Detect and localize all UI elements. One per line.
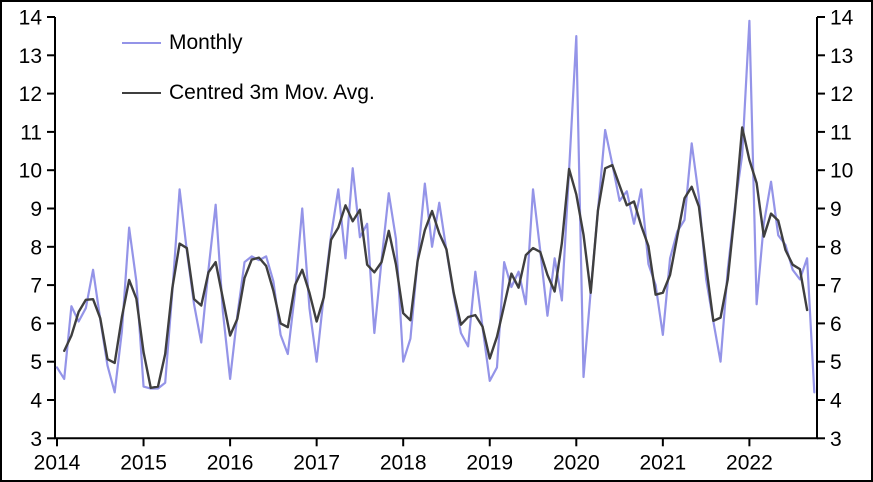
- y-tick-label-right: 14: [830, 7, 854, 30]
- y-tick-label-right: 7: [830, 275, 842, 298]
- x-tick-label: 2016: [207, 451, 254, 474]
- y-tick-label-right: 4: [830, 390, 842, 413]
- x-tick-label: 2014: [34, 451, 81, 474]
- y-tick-label-right: 5: [830, 351, 842, 374]
- y-tick-label-right: 12: [830, 83, 853, 106]
- y-tick-label-left: 9: [30, 198, 42, 221]
- y-tick-label-left: 12: [19, 83, 42, 106]
- y-tick-label-left: 8: [30, 236, 42, 259]
- y-tick-label-left: 14: [19, 7, 43, 30]
- y-tick-label-right: 10: [830, 160, 853, 183]
- x-tick-label: 2020: [553, 451, 600, 474]
- legend-item-moving-avg: Centred 3m Mov. Avg.: [122, 82, 375, 103]
- x-tick-label: 2018: [380, 451, 427, 474]
- x-tick-label: 2017: [293, 451, 340, 474]
- legend-swatch-moving-avg: [122, 91, 161, 94]
- series-centred-3m-moving-average: [63, 126, 809, 390]
- y-tick-label-left: 7: [30, 275, 42, 298]
- y-tick-label-right: 9: [830, 198, 842, 221]
- x-tick-label: 2015: [120, 451, 167, 474]
- legend-swatch-monthly: [122, 41, 161, 44]
- y-tick-label-right: 8: [830, 236, 842, 259]
- y-tick-label-left: 10: [19, 160, 42, 183]
- y-tick-label-left: 6: [30, 313, 42, 336]
- y-tick-label-right: 6: [830, 313, 842, 336]
- x-tick-label: 2021: [639, 451, 686, 474]
- y-tick-label-right: 13: [830, 45, 853, 68]
- y-tick-label-left: 5: [30, 351, 42, 374]
- y-tick-label-left: 3: [30, 428, 42, 451]
- y-tick-label-left: 13: [19, 45, 42, 68]
- x-tick-label: 2022: [726, 451, 773, 474]
- chart-legend: Monthly Centred 3m Mov. Avg.: [122, 32, 375, 103]
- y-tick-label-left: 11: [20, 121, 42, 144]
- x-tick-label: 2019: [466, 451, 513, 474]
- y-tick-label-right: 11: [830, 121, 852, 144]
- legend-label-moving-avg: Centred 3m Mov. Avg.: [169, 81, 375, 104]
- y-tick-label-left: 4: [30, 390, 42, 413]
- y-tick-label-right: 3: [830, 428, 842, 451]
- legend-item-monthly: Monthly: [122, 32, 375, 53]
- legend-label-monthly: Monthly: [169, 31, 243, 54]
